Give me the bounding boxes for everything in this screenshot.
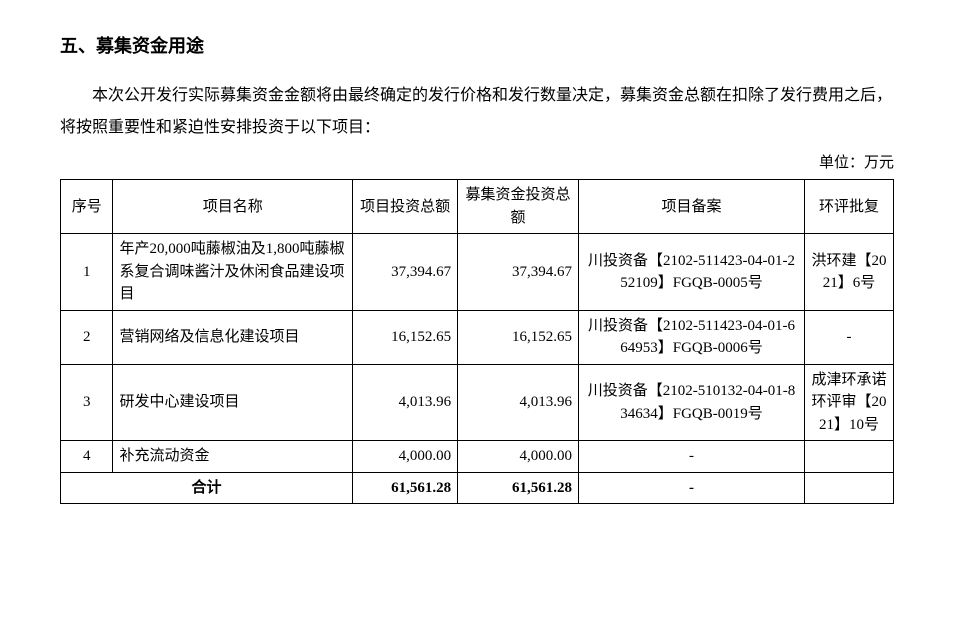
cell-name: 年产20,000吨藤椒油及1,800吨藤椒系复合调味酱汁及休闲食品建设项目: [113, 234, 353, 311]
unit-label: 单位：万元: [50, 150, 894, 177]
cell-investment: 16,152.65: [353, 310, 458, 364]
table-row: 4 补充流动资金 4,000.00 4,000.00 -: [61, 441, 894, 473]
cell-fundraise: 16,152.65: [458, 310, 579, 364]
cell-fundraise: 4,000.00: [458, 441, 579, 473]
intro-paragraph: 本次公开发行实际募集资金金额将由最终确定的发行价格和发行数量决定，募集资金总额在…: [60, 80, 894, 144]
col-header-filing: 项目备案: [579, 180, 805, 234]
col-header-index: 序号: [61, 180, 113, 234]
cell-total-filing: -: [579, 472, 805, 504]
cell-investment: 4,013.96: [353, 364, 458, 441]
cell-total-investment: 61,561.28: [353, 472, 458, 504]
cell-name: 补充流动资金: [113, 441, 353, 473]
col-header-eia: 环评批复: [804, 180, 893, 234]
cell-name: 营销网络及信息化建设项目: [113, 310, 353, 364]
funds-use-table: 序号 项目名称 项目投资总额 募集资金投资总额 项目备案 环评批复 1 年产20…: [60, 179, 894, 504]
cell-filing: 川投资备【2102-510132-04-01-834634】FGQB-0019号: [579, 364, 805, 441]
table-row: 3 研发中心建设项目 4,013.96 4,013.96 川投资备【2102-5…: [61, 364, 894, 441]
cell-fundraise: 37,394.67: [458, 234, 579, 311]
cell-index: 2: [61, 310, 113, 364]
cell-eia: -: [804, 310, 893, 364]
cell-eia: 成津环承诺环评审【2021】10号: [804, 364, 893, 441]
table-total-row: 合计 61,561.28 61,561.28 -: [61, 472, 894, 504]
cell-filing: -: [579, 441, 805, 473]
cell-total-label: 合计: [61, 472, 353, 504]
cell-total-eia: [804, 472, 893, 504]
cell-fundraise: 4,013.96: [458, 364, 579, 441]
table-header-row: 序号 项目名称 项目投资总额 募集资金投资总额 项目备案 环评批复: [61, 180, 894, 234]
cell-index: 3: [61, 364, 113, 441]
cell-name: 研发中心建设项目: [113, 364, 353, 441]
cell-eia: 洪环建【2021】6号: [804, 234, 893, 311]
table-row: 1 年产20,000吨藤椒油及1,800吨藤椒系复合调味酱汁及休闲食品建设项目 …: [61, 234, 894, 311]
cell-filing: 川投资备【2102-511423-04-01-664953】FGQB-0006号: [579, 310, 805, 364]
col-header-investment: 项目投资总额: [353, 180, 458, 234]
cell-index: 4: [61, 441, 113, 473]
cell-index: 1: [61, 234, 113, 311]
cell-filing: 川投资备【2102-511423-04-01-252109】FGQB-0005号: [579, 234, 805, 311]
cell-investment: 4,000.00: [353, 441, 458, 473]
section-heading: 五、募集资金用途: [60, 30, 904, 62]
cell-eia: [804, 441, 893, 473]
col-header-name: 项目名称: [113, 180, 353, 234]
cell-total-fundraise: 61,561.28: [458, 472, 579, 504]
cell-investment: 37,394.67: [353, 234, 458, 311]
table-row: 2 营销网络及信息化建设项目 16,152.65 16,152.65 川投资备【…: [61, 310, 894, 364]
col-header-fundraise: 募集资金投资总额: [458, 180, 579, 234]
